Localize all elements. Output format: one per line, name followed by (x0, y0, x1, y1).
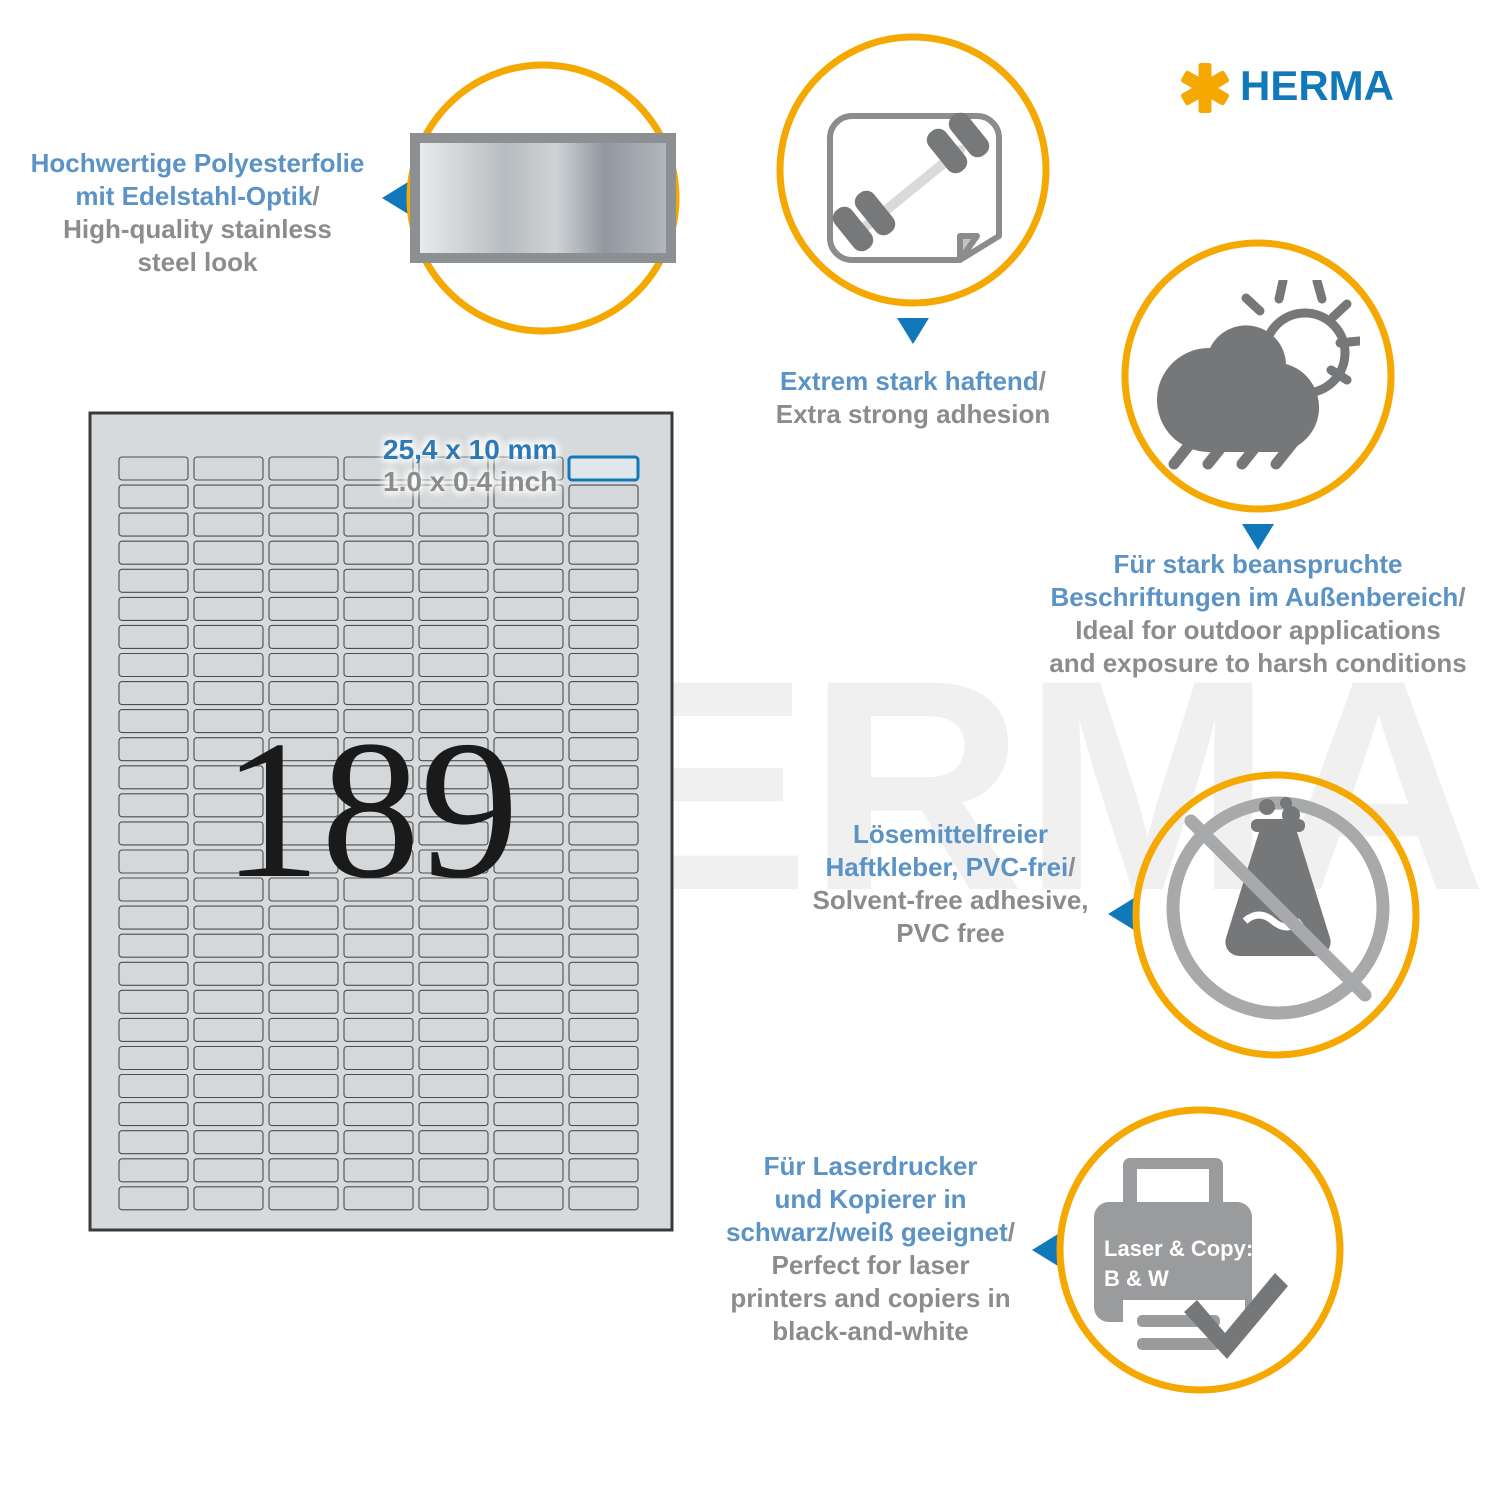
svg-text:B & W: B & W (1104, 1266, 1169, 1291)
svg-text:Laser & Copy:: Laser & Copy: (1104, 1236, 1253, 1261)
